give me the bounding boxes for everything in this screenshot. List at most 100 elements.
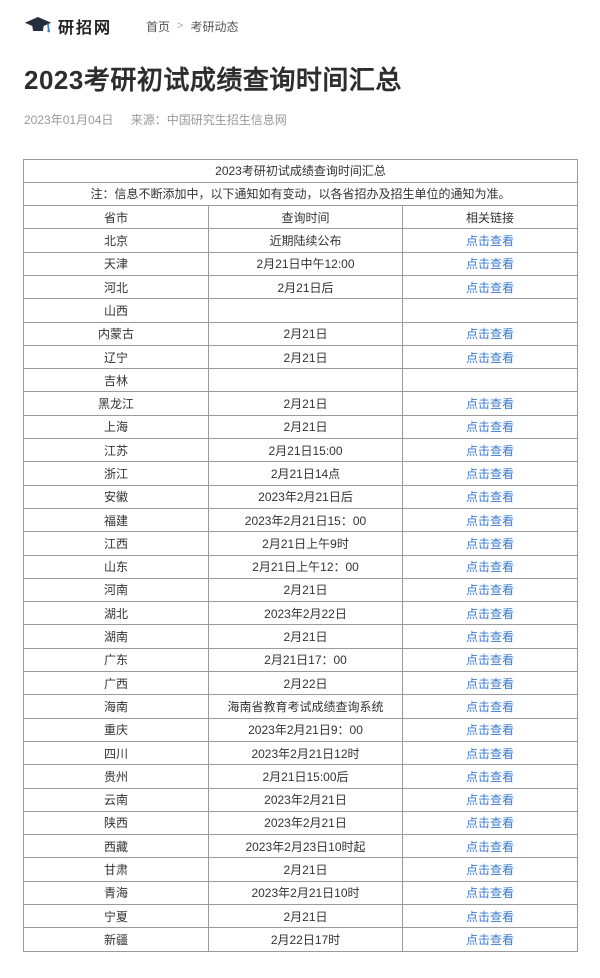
table-row: 重庆 2023年2月21日9：00 点击查看 (23, 717, 579, 742)
view-details-link[interactable]: 点击查看 (466, 909, 515, 924)
breadcrumb-separator: > (177, 20, 184, 32)
province-cell: 安徽 (23, 484, 209, 509)
query-time-cell: 2月21日 (208, 391, 403, 416)
link-cell: 点击查看 (401, 414, 579, 440)
province-cell: 甘肃 (23, 857, 209, 882)
link-cell: 点击查看 (401, 601, 579, 626)
query-time-cell: 2月21日 (208, 624, 403, 649)
link-cell: 点击查看 (401, 344, 579, 370)
view-details-link[interactable]: 点击查看 (466, 932, 515, 947)
column-header-link: 相关链接 (401, 205, 579, 230)
table-row: 四川 2023年2月21日12时 点击查看 (23, 740, 579, 766)
province-cell: 江西 (23, 531, 209, 556)
breadcrumb: 首页 > 考研动态 (146, 18, 238, 35)
view-details-link[interactable]: 点击查看 (466, 350, 515, 365)
table-row: 广东 2月21日17：00 点击查看 (23, 647, 579, 673)
view-details-link[interactable]: 点击查看 (466, 816, 515, 831)
link-cell: 点击查看 (401, 624, 579, 649)
table-row: 上海 2月21日 点击查看 (23, 414, 579, 440)
table-row: 新疆 2月22日17时 点击查看 (23, 927, 579, 952)
view-details-link[interactable]: 点击查看 (466, 420, 515, 435)
column-header-province: 省市 (23, 205, 209, 230)
link-cell: 点击查看 (401, 251, 579, 276)
province-cell: 福建 (23, 507, 209, 533)
query-time-cell: 近期陆续公布 (208, 228, 403, 253)
query-time-cell: 2月22日17时 (208, 927, 403, 952)
table-row: 广西 2月22日 点击查看 (23, 671, 579, 696)
view-details-link[interactable]: 点击查看 (466, 886, 515, 901)
query-time-cell: 2月21日中午12:00 (208, 251, 403, 276)
view-details-link[interactable]: 点击查看 (466, 583, 515, 598)
table-row: 湖南 2月21日 点击查看 (23, 624, 579, 649)
table-row: 天津 2月21日中午12:00 点击查看 (23, 251, 579, 276)
view-details-link[interactable]: 点击查看 (466, 490, 515, 505)
link-cell: 点击查看 (401, 531, 579, 556)
view-details-link[interactable]: 点击查看 (466, 327, 515, 342)
link-cell: 点击查看 (401, 740, 579, 766)
link-cell: 点击查看 (401, 717, 579, 742)
view-details-link[interactable]: 点击查看 (466, 630, 515, 645)
view-details-link[interactable]: 点击查看 (466, 257, 515, 272)
query-time-cell: 2月22日 (208, 671, 403, 696)
table-header-row: 省市 查询时间 相关链接 (23, 205, 579, 230)
table-row: 湖北 2023年2月22日 点击查看 (23, 601, 579, 626)
table-row: 河南 2月21日 点击查看 (23, 577, 579, 603)
site-logo[interactable]: 研招网 (24, 14, 112, 38)
column-header-time: 查询时间 (208, 205, 403, 230)
query-time-cell: 2月21日 (208, 903, 403, 929)
query-time-cell: 2023年2月22日 (208, 601, 403, 626)
link-cell: 点击查看 (401, 228, 579, 253)
link-cell: 点击查看 (401, 903, 579, 929)
query-time-cell: 2月21日14点 (208, 461, 403, 486)
view-details-link[interactable]: 点击查看 (466, 746, 515, 761)
table-row: 辽宁 2月21日 点击查看 (23, 344, 579, 370)
view-details-link[interactable]: 点击查看 (466, 234, 515, 249)
table-row: 陕西 2023年2月21日 点击查看 (23, 810, 579, 836)
view-details-link[interactable]: 点击查看 (466, 560, 515, 575)
view-details-link[interactable]: 点击查看 (466, 839, 515, 854)
query-time-cell: 2月21日 (208, 857, 403, 882)
province-cell: 陕西 (23, 810, 209, 836)
table-row: 福建 2023年2月21日15：00 点击查看 (23, 507, 579, 533)
article-meta: 2023年01月04日 来源：中国研究生招生信息网 (24, 111, 576, 128)
link-cell: 点击查看 (401, 507, 579, 533)
view-details-link[interactable]: 点击查看 (466, 467, 515, 481)
view-details-link[interactable]: 点击查看 (466, 793, 515, 808)
view-details-link[interactable]: 点击查看 (466, 513, 515, 528)
link-cell: 点击查看 (401, 880, 579, 906)
view-details-link[interactable]: 点击查看 (466, 723, 515, 738)
breadcrumb-home[interactable]: 首页 (146, 19, 171, 34)
table-body: 2023考研初试成绩查询时间汇总 注：信息不断添加中，以下通知如有变动，以各省招… (22, 158, 579, 952)
table-row: 宁夏 2月21日 点击查看 (23, 903, 579, 929)
link-cell: 点击查看 (401, 927, 579, 952)
province-cell: 西藏 (23, 834, 209, 859)
province-cell: 贵州 (23, 764, 209, 789)
view-details-link[interactable]: 点击查看 (466, 863, 515, 878)
graduation-cap-icon (24, 16, 52, 33)
province-cell: 湖南 (23, 624, 209, 649)
link-cell: 点击查看 (401, 577, 579, 603)
view-details-link[interactable]: 点击查看 (466, 536, 515, 551)
view-details-link[interactable]: 点击查看 (466, 443, 515, 458)
province-cell: 湖北 (23, 601, 209, 626)
province-cell: 宁夏 (23, 903, 209, 929)
view-details-link[interactable]: 点击查看 (466, 653, 515, 668)
view-details-link[interactable]: 点击查看 (466, 397, 515, 412)
table-row: 河北 2月21日后 点击查看 (23, 274, 579, 300)
link-cell: 点击查看 (401, 834, 579, 859)
table-row: 贵州 2月21日15:00后 点击查看 (23, 764, 579, 789)
view-details-link[interactable]: 点击查看 (466, 699, 515, 714)
view-details-link[interactable]: 点击查看 (466, 676, 515, 691)
table-row: 云南 2023年2月21日 点击查看 (23, 787, 579, 812)
query-time-cell (208, 368, 403, 393)
view-details-link[interactable]: 点击查看 (466, 769, 515, 784)
province-cell: 重庆 (23, 717, 209, 742)
view-details-link[interactable]: 点击查看 (466, 606, 515, 621)
province-cell: 河南 (23, 577, 209, 603)
link-cell: 点击查看 (401, 647, 579, 673)
link-cell: 点击查看 (401, 391, 579, 416)
province-cell: 吉林 (23, 368, 209, 393)
view-details-link[interactable]: 点击查看 (466, 280, 515, 295)
page-title: 2023考研初试成绩查询时间汇总 (24, 65, 402, 95)
link-cell: 点击查看 (401, 321, 579, 346)
